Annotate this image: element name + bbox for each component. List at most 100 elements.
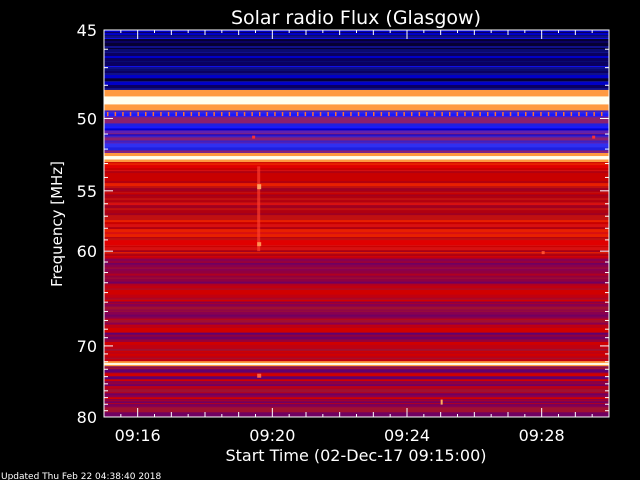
pulse-dot-21 [266,112,269,117]
band-4-line-18 [104,193,609,195]
band-4-line-0 [104,162,609,164]
pulse-dot-14 [213,112,215,117]
band-0-line-13 [104,53,609,57]
updated-timestamp: Updated Thu Feb 22 04:38:40 2018 [1,472,162,480]
band-2-line-0 [104,110,609,113]
band-8-line-24 [104,405,609,408]
band-4-line-47 [104,251,609,253]
band-0-line-16 [104,61,609,63]
band-5-line-24 [104,302,609,305]
band-5-line-19 [104,294,609,299]
band-2-line-15 [104,138,609,141]
band-0-line-21 [104,69,609,71]
band-8-line-1 [104,367,609,370]
band-4-line-42 [104,242,609,246]
band-4-line-37 [104,232,609,235]
band-5-line-32 [104,318,609,321]
band-4-line-48 [104,252,609,254]
band-0-line-17 [104,62,609,65]
band-4-line-23 [104,200,609,203]
band-5-line-21 [104,298,609,301]
band-4-line-51 [104,256,609,258]
band-4-line-40 [104,238,609,241]
band-4-line-10 [104,179,609,182]
spot-right [592,135,596,139]
band-0-line-20 [104,67,609,70]
band-5-line-9 [104,273,609,277]
pulse-dot-31 [342,112,345,117]
band-8-line-15 [104,394,609,396]
band-4-line-6 [104,172,609,174]
band-8-line-7 [104,381,609,383]
band-4-line-33 [104,222,609,225]
band-0-line-6 [104,39,609,42]
band-2-line-3 [104,116,609,118]
pulse-dot-15 [221,112,223,117]
band-8-line-12 [104,389,609,393]
band-5-line-34 [104,322,609,326]
band-4-line-39 [104,237,609,239]
band-5-line-3 [104,262,609,266]
band-4-line-30 [104,215,609,219]
band-0-line-26 [104,78,609,80]
band-5-line-20 [104,297,609,300]
band-5-line-4 [104,264,609,268]
band-2-line-10 [104,130,609,134]
band-8-line-23 [104,404,609,406]
band-8-line-5 [104,376,609,380]
band-4-line-4 [104,170,609,172]
band-0-line-31 [104,88,609,91]
pulse-dot-49 [479,112,481,117]
band-4-line-31 [104,218,609,221]
pulse-dot-18 [243,112,246,117]
band-5-line-17 [104,289,609,294]
band-5-line-7 [104,268,609,272]
pulse-dot-2 [122,112,124,117]
band-2-line-20 [104,147,609,151]
band-8-line-13 [104,392,609,394]
band-5-line-29 [104,311,609,316]
band-2-line-19 [104,146,609,148]
band-4-line-13 [104,184,609,187]
y-tick-label-55: 55 [77,182,97,201]
pulse-dot-37 [388,112,390,117]
pulse-dot-40 [411,112,413,117]
band-4-line-12 [104,183,609,185]
pulse-dot-60 [563,112,565,117]
band-3-core [104,156,609,160]
band-6-line-5 [104,351,609,355]
band-6-line-2 [104,346,609,350]
band-4-line-43 [104,245,609,247]
band-5-line-16 [104,288,609,291]
band-5-line-8 [104,270,609,275]
band-4-line-11 [104,181,609,184]
band-5-line-18 [104,292,609,296]
band-4-line-38 [104,234,609,238]
band-5-line-35 [104,324,609,328]
x-tick-label-20: 09:20 [249,426,295,445]
band-5-line-26 [104,306,609,311]
band-5-line-42 [104,339,609,342]
band-4-line-46 [104,250,609,252]
pulse-dot-61 [570,112,573,117]
band-6-line-0 [104,341,609,346]
band-4-line-8 [104,176,609,178]
band-6-line-9 [104,358,609,362]
band-4-line-27 [104,208,609,211]
y-tick-label-70: 70 [77,337,97,356]
band-0-line-4 [104,36,609,39]
band-5-line-40 [104,334,609,338]
pulse-dot-22 [274,112,276,117]
pulse-dot-56 [532,112,535,117]
band-4-line-35 [104,227,609,230]
pulse-dot-35 [373,112,375,117]
band-8-line-20 [104,401,609,403]
band-5-line-2 [104,261,609,264]
pulse-dot-43 [433,112,436,117]
pulse-dot-26 [304,112,307,117]
band-0-line-7 [104,41,609,44]
chart-title: Solar radio Flux (Glasgow) [231,7,481,29]
band-4-line-7 [104,173,609,177]
band-8-line-18 [104,399,609,401]
